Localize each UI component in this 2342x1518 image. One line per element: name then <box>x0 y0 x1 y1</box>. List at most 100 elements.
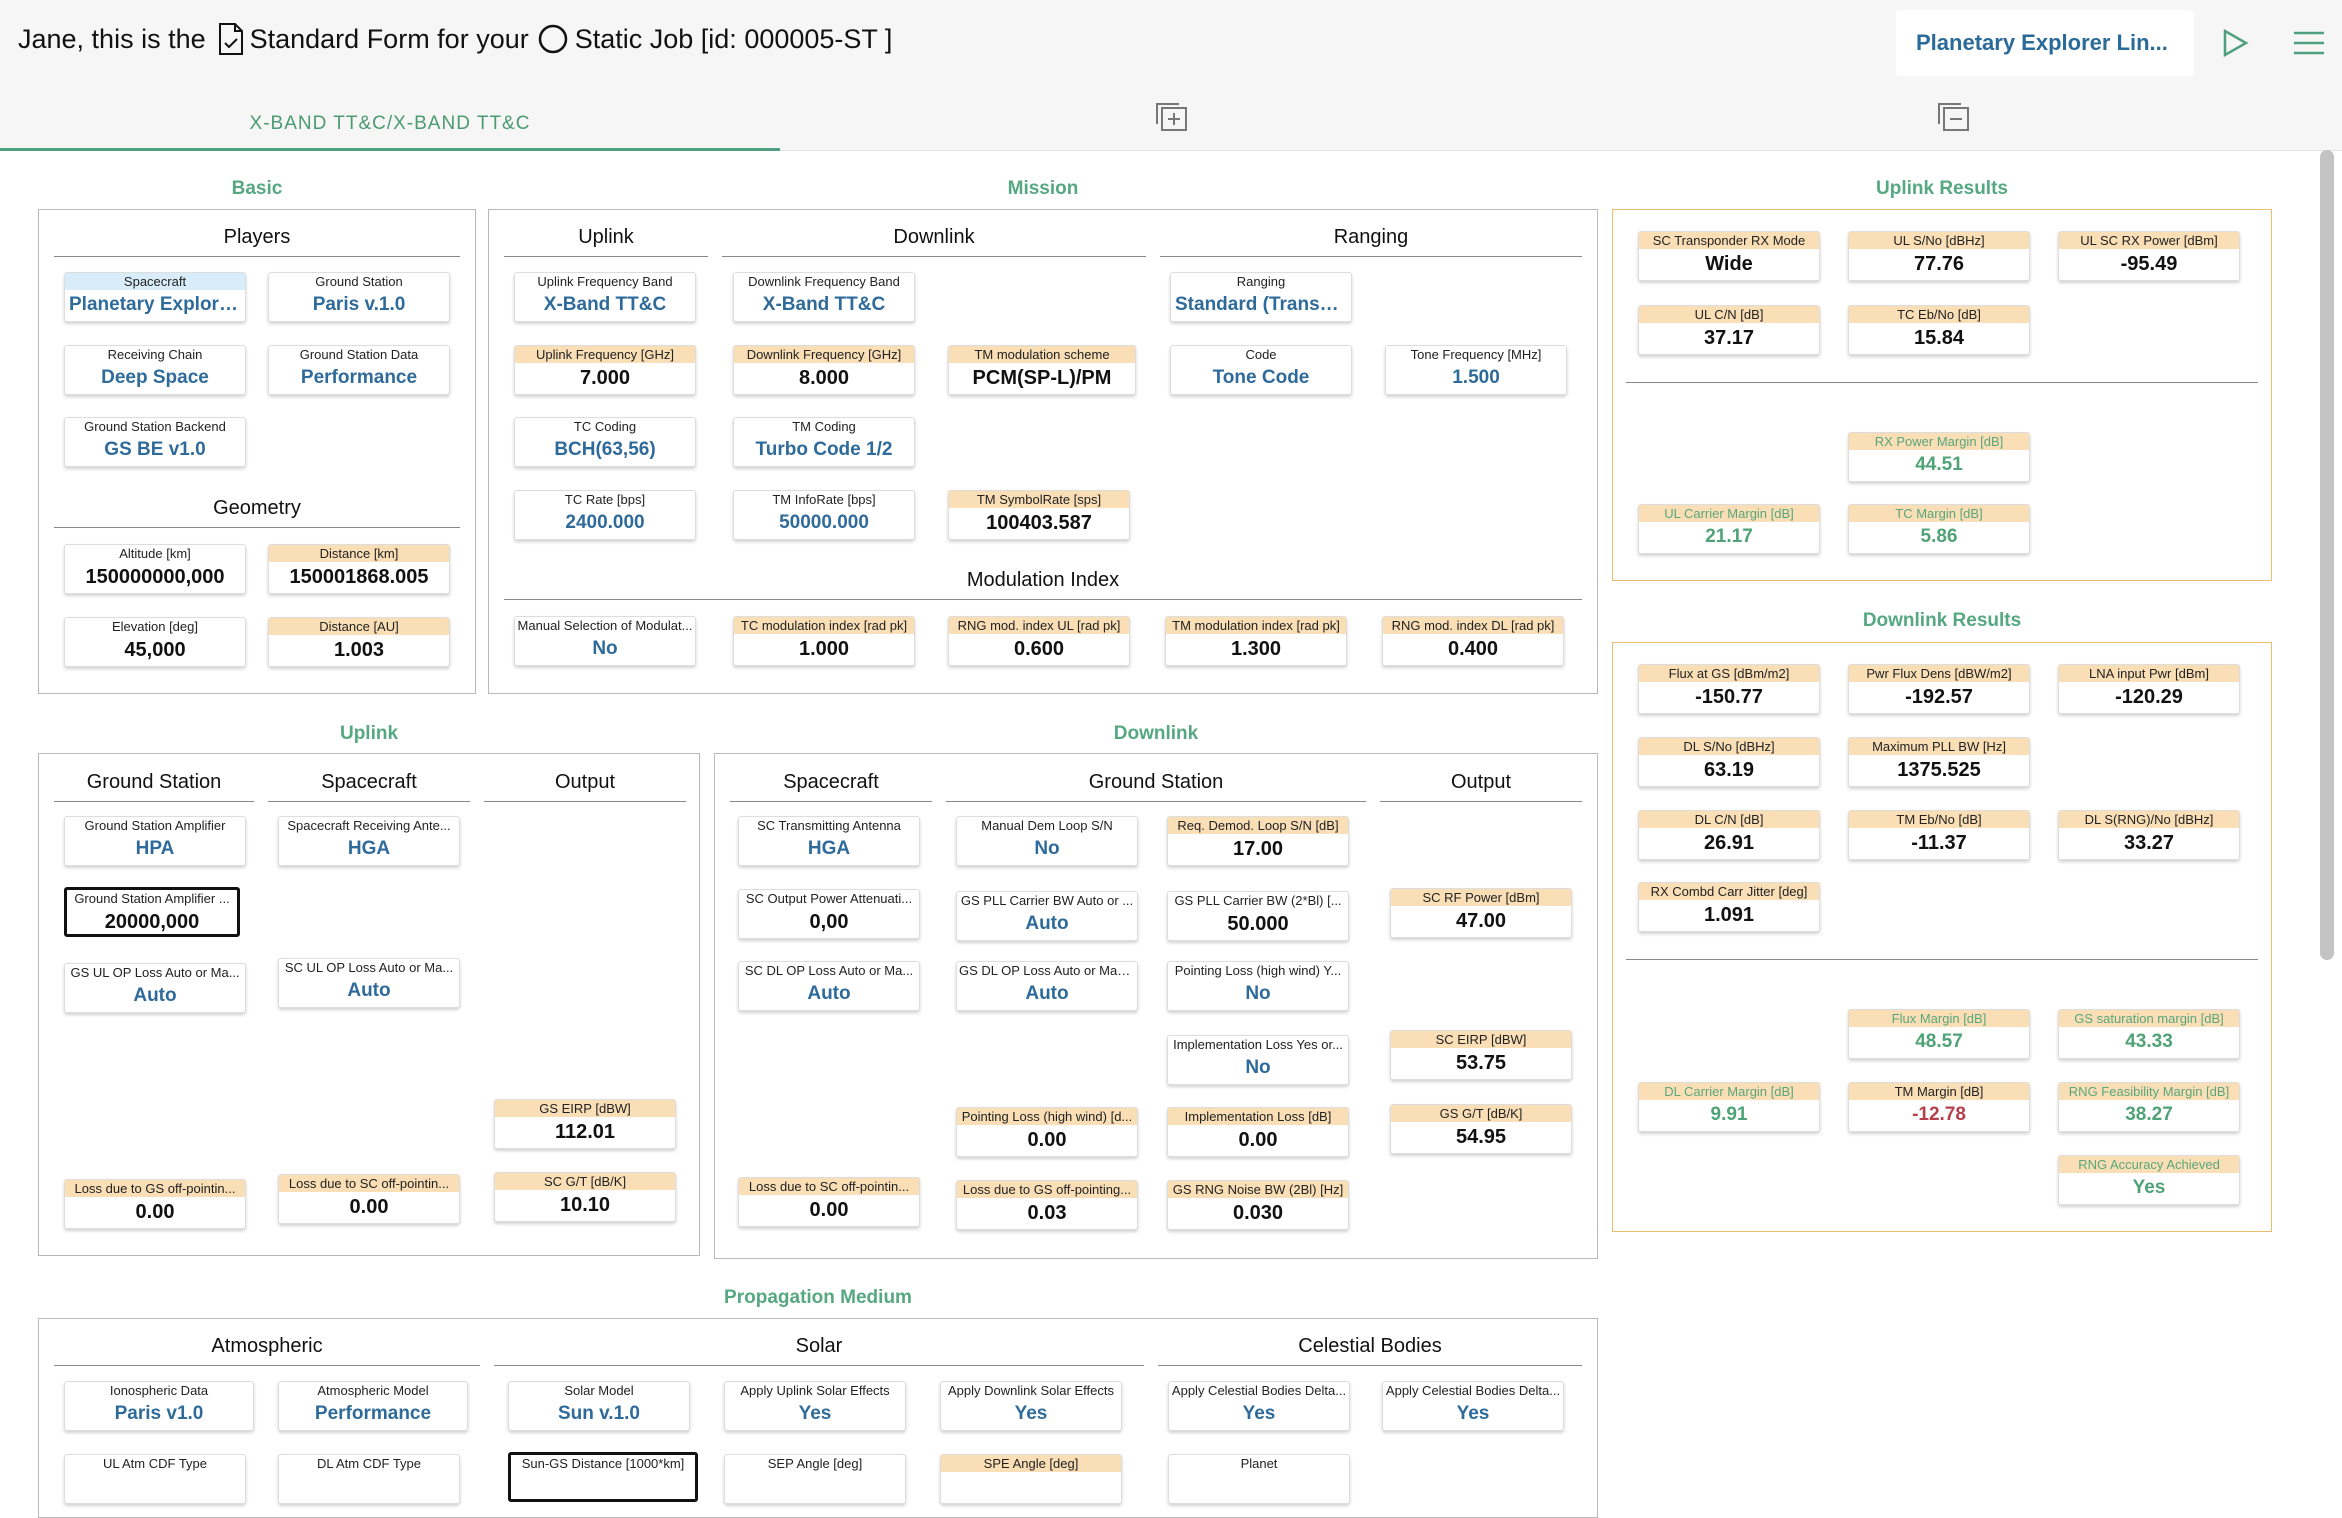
field-label: LNA input Pwr [dBm] <box>2059 665 2239 682</box>
field-sc-gt[interactable]: SC G/T [dB/K] 10.10 <box>494 1172 676 1222</box>
tab-xband[interactable]: X-BAND TT&C/X-BAND TT&C <box>0 100 780 151</box>
field-distance-km[interactable]: Distance [km] 150001868.005 <box>268 544 450 594</box>
field-sc-dl-op[interactable]: SC DL OP Loss Auto or Ma... Auto <box>738 961 920 1011</box>
field-ul-solar[interactable]: Apply Uplink Solar Effects Yes <box>724 1381 906 1431</box>
field-dl-carrier-margin[interactable]: DL Carrier Margin [dB] 9.91 <box>1638 1082 1820 1132</box>
field-elevation[interactable]: Elevation [deg] 45,000 <box>64 617 246 667</box>
field-solar-model[interactable]: Solar Model Sun v.1.0 <box>508 1381 690 1431</box>
play-icon[interactable] <box>2220 28 2250 58</box>
field-ul-sc-rx-pwr[interactable]: UL SC RX Power [dBm] -95.49 <box>2058 231 2240 281</box>
field-dl-freq-band[interactable]: Downlink Frequency Band X-Band TT&C <box>733 272 915 322</box>
field-receiving-chain[interactable]: Receiving Chain Deep Space <box>64 345 246 395</box>
field-ul-freq[interactable]: Uplink Frequency [GHz] 7.000 <box>514 345 696 395</box>
field-lna-input[interactable]: LNA input Pwr [dBm] -120.29 <box>2058 664 2240 714</box>
field-gs-pll-auto[interactable]: GS PLL Carrier BW Auto or ... Auto <box>956 891 1138 941</box>
field-gs-dl-op[interactable]: GS DL OP Loss Auto or Man... Auto <box>956 961 1138 1011</box>
field-loss-sc-off-u[interactable]: Loss due to SC off-pointin... 0.00 <box>278 1174 460 1224</box>
field-gs-data[interactable]: Ground Station Data Performance <box>268 345 450 395</box>
field-tm-symrate[interactable]: TM SymbolRate [sps] 100403.587 <box>948 490 1130 540</box>
field-pwr-flux-dens[interactable]: Pwr Flux Dens [dBW/m2] -192.57 <box>1848 664 2030 714</box>
field-sep-angle[interactable]: SEP Angle [deg] <box>724 1454 906 1504</box>
field-tc-coding[interactable]: TC Coding BCH(63,56) <box>514 417 696 467</box>
field-gs-rng-noise[interactable]: GS RNG Noise BW (2Bl) [Hz] 0.030 <box>1167 1180 1349 1230</box>
field-gs-ul-op[interactable]: GS UL OP Loss Auto or Ma... Auto <box>64 963 246 1013</box>
field-tm-mod[interactable]: TM modulation scheme PCM(SP-L)/PM <box>948 345 1136 395</box>
field-impl-yn[interactable]: Implementation Loss Yes or... No <box>1167 1035 1349 1085</box>
field-ground-station[interactable]: Ground Station Paris v.1.0 <box>268 272 450 322</box>
field-manual-mod[interactable]: Manual Selection of Modulat... No <box>514 616 696 666</box>
field-gs-eirp[interactable]: GS EIRP [dBW] 112.01 <box>494 1099 676 1149</box>
field-dl-sno[interactable]: DL S/No [dBHz] 63.19 <box>1638 737 1820 787</box>
field-dl-s-rng[interactable]: DL S(RNG)/No [dBHz] 33.27 <box>2058 810 2240 860</box>
job-status-circle-icon <box>538 24 567 54</box>
field-loss-gs-off-d[interactable]: Loss due to GS off-pointing... 0.03 <box>956 1180 1138 1230</box>
field-loss-sc-off-d[interactable]: Loss due to SC off-pointin... 0.00 <box>738 1177 920 1227</box>
field-cel-delta1[interactable]: Apply Celestial Bodies Delta... Yes <box>1168 1381 1350 1431</box>
field-ul-carrier-margin[interactable]: UL Carrier Margin [dB] 21.17 <box>1638 504 1820 554</box>
field-tc-margin[interactable]: TC Margin [dB] 5.86 <box>1848 504 2030 554</box>
field-tc-ebno[interactable]: TC Eb/No [dB] 15.84 <box>1848 305 2030 355</box>
field-rng-acc[interactable]: RNG Accuracy Achieved Yes <box>2058 1155 2240 1205</box>
field-tone-freq[interactable]: Tone Frequency [MHz] 1.500 <box>1385 345 1567 395</box>
field-rng-ul-idx[interactable]: RNG mod. index UL [rad pk] 0.600 <box>948 616 1130 666</box>
field-dl-freq[interactable]: Downlink Frequency [GHz] 8.000 <box>733 345 915 395</box>
field-planet[interactable]: Planet <box>1168 1454 1350 1504</box>
field-altitude[interactable]: Altitude [km] 150000000,000 <box>64 544 246 594</box>
field-gs-gt[interactable]: GS G/T [dB/K] 54.95 <box>1390 1104 1572 1154</box>
field-spacecraft[interactable]: Spacecraft Planetary Explorer ... <box>64 272 246 322</box>
sub-downlink-sc: Spacecraft <box>730 771 932 802</box>
field-dl-cn[interactable]: DL C/N [dB] 26.91 <box>1638 810 1820 860</box>
field-sc-out-att[interactable]: SC Output Power Attenuati... 0,00 <box>738 889 920 939</box>
field-flux-gs[interactable]: Flux at GS [dBm/m2] -150.77 <box>1638 664 1820 714</box>
field-gs-amp2[interactable]: Ground Station Amplifier ... 20000,000 <box>64 887 240 937</box>
field-ul-freq-band[interactable]: Uplink Frequency Band X-Band TT&C <box>514 272 696 322</box>
field-flux-margin[interactable]: Flux Margin [dB] 48.57 <box>1848 1009 2030 1059</box>
field-manual-dem[interactable]: Manual Dem Loop S/N No <box>956 816 1138 866</box>
field-impl-loss[interactable]: Implementation Loss [dB] 0.00 <box>1167 1107 1349 1157</box>
field-tm-ebno[interactable]: TM Eb/No [dB] -11.37 <box>1848 810 2030 860</box>
add-tab-icon[interactable] <box>1154 102 1188 132</box>
field-sc-rf-pwr[interactable]: SC RF Power [dBm] 47.00 <box>1390 888 1572 938</box>
field-atm-model[interactable]: Atmospheric Model Performance <box>278 1381 468 1431</box>
scrollbar[interactable] <box>2320 150 2334 960</box>
remove-tab-icon[interactable] <box>1936 102 1970 132</box>
field-ul-sno[interactable]: UL S/No [dBHz] 77.76 <box>1848 231 2030 281</box>
field-gs-amp[interactable]: Ground Station Amplifier HPA <box>64 816 246 866</box>
menu-icon[interactable] <box>2292 30 2326 56</box>
field-dl-atm-cdf[interactable]: DL Atm CDF Type <box>278 1454 460 1504</box>
field-ul-cn[interactable]: UL C/N [dB] 37.17 <box>1638 305 1820 355</box>
field-tc-mod-idx[interactable]: TC modulation index [rad pk] 1.000 <box>733 616 915 666</box>
field-sc-ul-op[interactable]: SC UL OP Loss Auto or Ma... Auto <box>278 958 460 1008</box>
project-selector[interactable]: Planetary Explorer Lin... <box>1896 10 2194 76</box>
field-ranging[interactable]: Ranging Standard (Transpare... <box>1170 272 1352 322</box>
field-tm-margin[interactable]: TM Margin [dB] -12.78 <box>1848 1082 2030 1132</box>
field-gs-sat-margin[interactable]: GS saturation margin [dB] 43.33 <box>2058 1009 2240 1059</box>
field-max-pll-bw[interactable]: Maximum PLL BW [Hz] 1375.525 <box>1848 737 2030 787</box>
field-sc-tx-ant[interactable]: SC Transmitting Antenna HGA <box>738 816 920 866</box>
field-spe-angle[interactable]: SPE Angle [deg] <box>940 1454 1122 1504</box>
field-gs-pll-bw[interactable]: GS PLL Carrier BW (2*Bl) [... 50.000 <box>1167 891 1349 941</box>
field-sc-rx-ant[interactable]: Spacecraft Receiving Ante... HGA <box>278 816 460 866</box>
field-rng-feas[interactable]: RNG Feasibility Margin [dB] 38.27 <box>2058 1082 2240 1132</box>
field-tm-inforate[interactable]: TM InfoRate [bps] 50000.000 <box>733 490 915 540</box>
field-tm-coding[interactable]: TM Coding Turbo Code 1/2 <box>733 417 915 467</box>
field-loss-gs-off-u[interactable]: Loss due to GS off-pointin... 0.00 <box>64 1179 246 1229</box>
field-tm-mod-idx[interactable]: TM modulation index [rad pk] 1.300 <box>1165 616 1347 666</box>
field-req-demod[interactable]: Req. Demod. Loop S/N [dB] 17.00 <box>1167 816 1349 866</box>
field-tc-rate[interactable]: TC Rate [bps] 2400.000 <box>514 490 696 540</box>
field-ul-atm-cdf[interactable]: UL Atm CDF Type <box>64 1454 246 1504</box>
field-pointing-yn[interactable]: Pointing Loss (high wind) Y... No <box>1167 961 1349 1011</box>
field-code[interactable]: Code Tone Code <box>1170 345 1352 395</box>
field-gs-backend[interactable]: Ground Station Backend GS BE v1.0 <box>64 417 246 467</box>
field-sc-rx-mode[interactable]: SC Transponder RX Mode Wide <box>1638 231 1820 281</box>
field-sc-eirp[interactable]: SC EIRP [dBW] 53.75 <box>1390 1030 1572 1080</box>
field-dl-solar[interactable]: Apply Downlink Solar Effects Yes <box>940 1381 1122 1431</box>
field-distance-au[interactable]: Distance [AU] 1.003 <box>268 617 450 667</box>
field-sun-gs-dist[interactable]: Sun-GS Distance [1000*km] <box>508 1452 698 1502</box>
field-cel-delta2[interactable]: Apply Celestial Bodies Delta... Yes <box>1382 1381 1564 1431</box>
field-rng-dl-idx[interactable]: RNG mod. index DL [rad pk] 0.400 <box>1382 616 1564 666</box>
field-iono-data[interactable]: Ionospheric Data Paris v1.0 <box>64 1381 254 1431</box>
field-rx-combd[interactable]: RX Combd Carr Jitter [deg] 1.091 <box>1638 882 1820 932</box>
field-pointing-loss[interactable]: Pointing Loss (high wind) [d... 0.00 <box>956 1107 1138 1157</box>
field-rx-pwr-margin[interactable]: RX Power Margin [dB] 44.51 <box>1848 432 2030 482</box>
